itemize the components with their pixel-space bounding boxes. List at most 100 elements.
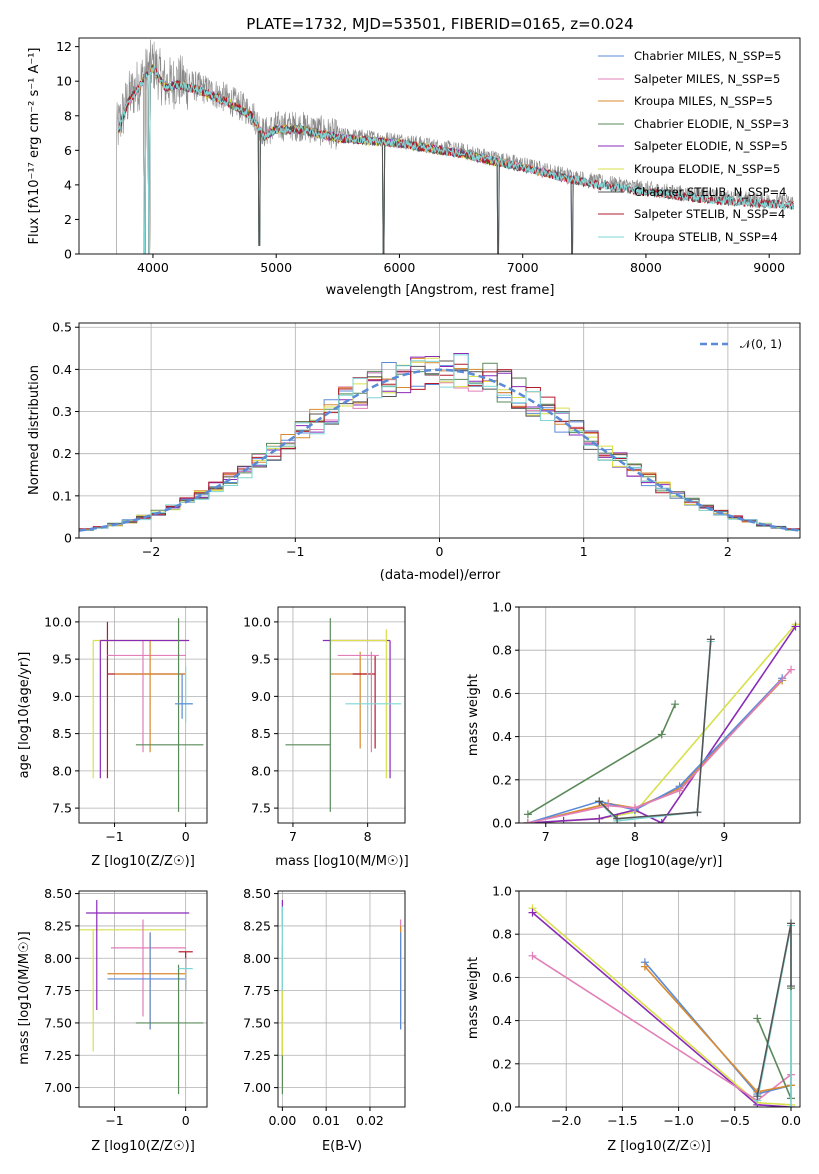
figure-title: PLATE=1732, MJD=53501, FIBERID=0165, z=0… <box>246 15 633 33</box>
x-tick-label: 7 <box>542 829 550 844</box>
x-tick-label: −1 <box>105 829 123 844</box>
axes-frame <box>78 37 801 255</box>
weight-marker <box>671 700 680 709</box>
x-tick-label: 9000 <box>753 260 785 275</box>
legend-entry: Kroupa STELIB, N_SSP=4 <box>634 230 778 244</box>
y-tick-label: 0 <box>64 247 72 262</box>
x-tick-label: 7000 <box>507 260 539 275</box>
y-tick-label: 0.4 <box>492 729 512 744</box>
spectrum-xlabel: wavelength [Angstrom, rest frame] <box>326 283 555 298</box>
y-tick-label: 8 <box>64 108 72 123</box>
weight-marker <box>657 730 666 739</box>
axes-frame <box>518 890 801 1108</box>
spectrum-legend: Chabrier MILES, N_SSP=5 Salpeter MILES, … <box>598 49 789 244</box>
y-tick-label: 0.1 <box>52 488 72 503</box>
x-tick-label: −2.0 <box>551 1113 581 1128</box>
x-tick-label: 9 <box>720 829 728 844</box>
y-tick-label: 0.0 <box>492 816 512 831</box>
plot-area <box>116 39 795 254</box>
weight-line-chabrier_elodie <box>756 988 792 1099</box>
massE-xlabel: E(B-V) <box>322 1139 362 1154</box>
ageM-xlabel: mass [log10(M/M☉)] <box>275 854 408 869</box>
spectrum-ylabel: Flux [fλ10⁻¹⁷ erg cm⁻² s⁻¹ A⁻¹] <box>27 48 42 245</box>
x-tick-label: 5000 <box>260 260 292 275</box>
plot-area <box>523 620 800 823</box>
mass-vs-ebv-panel: 0.00 0.01 0.02 7.00 7.25 7.50 7.75 8.00 8.25 8.50 <box>243 886 406 1128</box>
y-tick-label: 0.2 <box>52 446 72 461</box>
y-tick-label: 1.0 <box>492 884 512 899</box>
y-tick-label: 0.2 <box>492 1056 512 1071</box>
weight-line-chabrier_stelib <box>756 923 792 1097</box>
y-tick-label: 9.5 <box>52 652 72 667</box>
weight-marker <box>753 1092 762 1101</box>
x-tick-label: 0.0 <box>781 1113 801 1128</box>
weight-line-kroupa_elodie <box>531 907 792 1106</box>
x-tick-label: 0 <box>436 544 444 559</box>
weight-marker <box>787 1103 796 1107</box>
mass-weight-vs-Z-panel: −2.0 −1.5 −1.0 −0.5 0.0 0.0 0.2 0.4 0.6 0.8 1.0 <box>492 884 801 1129</box>
ageW-ylabel: mass weight <box>466 674 481 756</box>
y-tick-label: 8.0 <box>251 763 271 778</box>
axes-frame <box>78 890 208 1108</box>
y-tick-label: 1.0 <box>492 600 512 615</box>
y-tick-label: 6 <box>64 143 72 158</box>
y-tick-label: 0.5 <box>52 320 72 335</box>
y-tick-label: 4 <box>64 177 72 192</box>
y-tick-label: 7.5 <box>251 801 271 816</box>
legend-entry: Kroupa ELODIE, N_SSP=5 <box>634 162 780 176</box>
plot-area <box>92 618 204 812</box>
residual-histogram-panel: −2 −1 0 1 2 0 0.1 0.2 0.3 0.4 0.5 <box>52 320 801 559</box>
x-tick-label: −1.5 <box>607 1113 637 1128</box>
weight-line-kroupa_miles <box>644 966 792 1093</box>
y-tick-label: 7.50 <box>44 1015 72 1030</box>
y-tick-label: 12 <box>56 39 72 54</box>
x-tick-label: 8000 <box>630 260 662 275</box>
hist-legend: 𝒩(0, 1) <box>700 337 782 351</box>
weight-marker <box>559 816 568 823</box>
x-tick-label: 4000 <box>137 260 169 275</box>
x-tick-label: 0.00 <box>268 1113 296 1128</box>
y-tick-label: 10 <box>56 74 72 89</box>
weight-marker <box>753 1014 762 1023</box>
y-tick-label: 0.8 <box>492 927 512 942</box>
mass-vs-Z-panel: −1 0 7.00 7.25 7.50 7.75 8.00 8.25 8.50 <box>44 886 208 1128</box>
massZ-xlabel: Z [log10(Z/Z☉)] <box>91 1139 195 1154</box>
y-tick-label: 8.0 <box>52 763 72 778</box>
y-tick-label: 7.75 <box>243 983 271 998</box>
weight-marker <box>787 982 796 991</box>
y-tick-label: 0.3 <box>52 404 72 419</box>
legend-entry: Chabrier STELIB, N_SSP=4 <box>634 185 786 199</box>
y-tick-label: 8.5 <box>52 726 72 741</box>
y-tick-label: 8.25 <box>44 918 72 933</box>
legend-entry: Chabrier MILES, N_SSP=5 <box>634 49 781 63</box>
y-tick-label: 0.4 <box>52 362 72 377</box>
weight-marker <box>523 810 532 819</box>
weight-marker <box>787 665 796 674</box>
x-tick-label: 0.02 <box>356 1113 384 1128</box>
y-tick-label: 0.6 <box>492 686 512 701</box>
weight-marker <box>630 803 639 812</box>
axes-frame <box>518 606 801 824</box>
y-tick-label: 8.25 <box>243 918 271 933</box>
weight-marker <box>787 919 796 928</box>
legend-entry: Kroupa MILES, N_SSP=5 <box>634 94 773 108</box>
weight-line-chabrier_stelib <box>598 639 712 820</box>
y-tick-label: 7.75 <box>44 983 72 998</box>
legend-entry: 𝒩(0, 1) <box>740 337 782 351</box>
weight-line-chabrier_miles <box>527 677 783 823</box>
weight-marker <box>528 951 537 960</box>
y-tick-label: 9.0 <box>52 689 72 704</box>
y-tick-label: 8.00 <box>243 951 271 966</box>
weight-line-kroupa_elodie <box>527 623 797 823</box>
y-tick-label: 0.8 <box>492 643 512 658</box>
weight-marker <box>791 622 800 631</box>
y-tick-label: 10.0 <box>44 614 72 629</box>
weight-marker <box>595 814 604 823</box>
data-spectrum-line <box>116 39 794 254</box>
weight-line-salpeter_miles <box>527 669 792 823</box>
x-tick-label: −1 <box>286 544 304 559</box>
normal-curve <box>79 368 800 532</box>
y-tick-label: 7.50 <box>243 1015 271 1030</box>
x-tick-label: 8 <box>631 829 639 844</box>
y-tick-label: 7.5 <box>52 801 72 816</box>
